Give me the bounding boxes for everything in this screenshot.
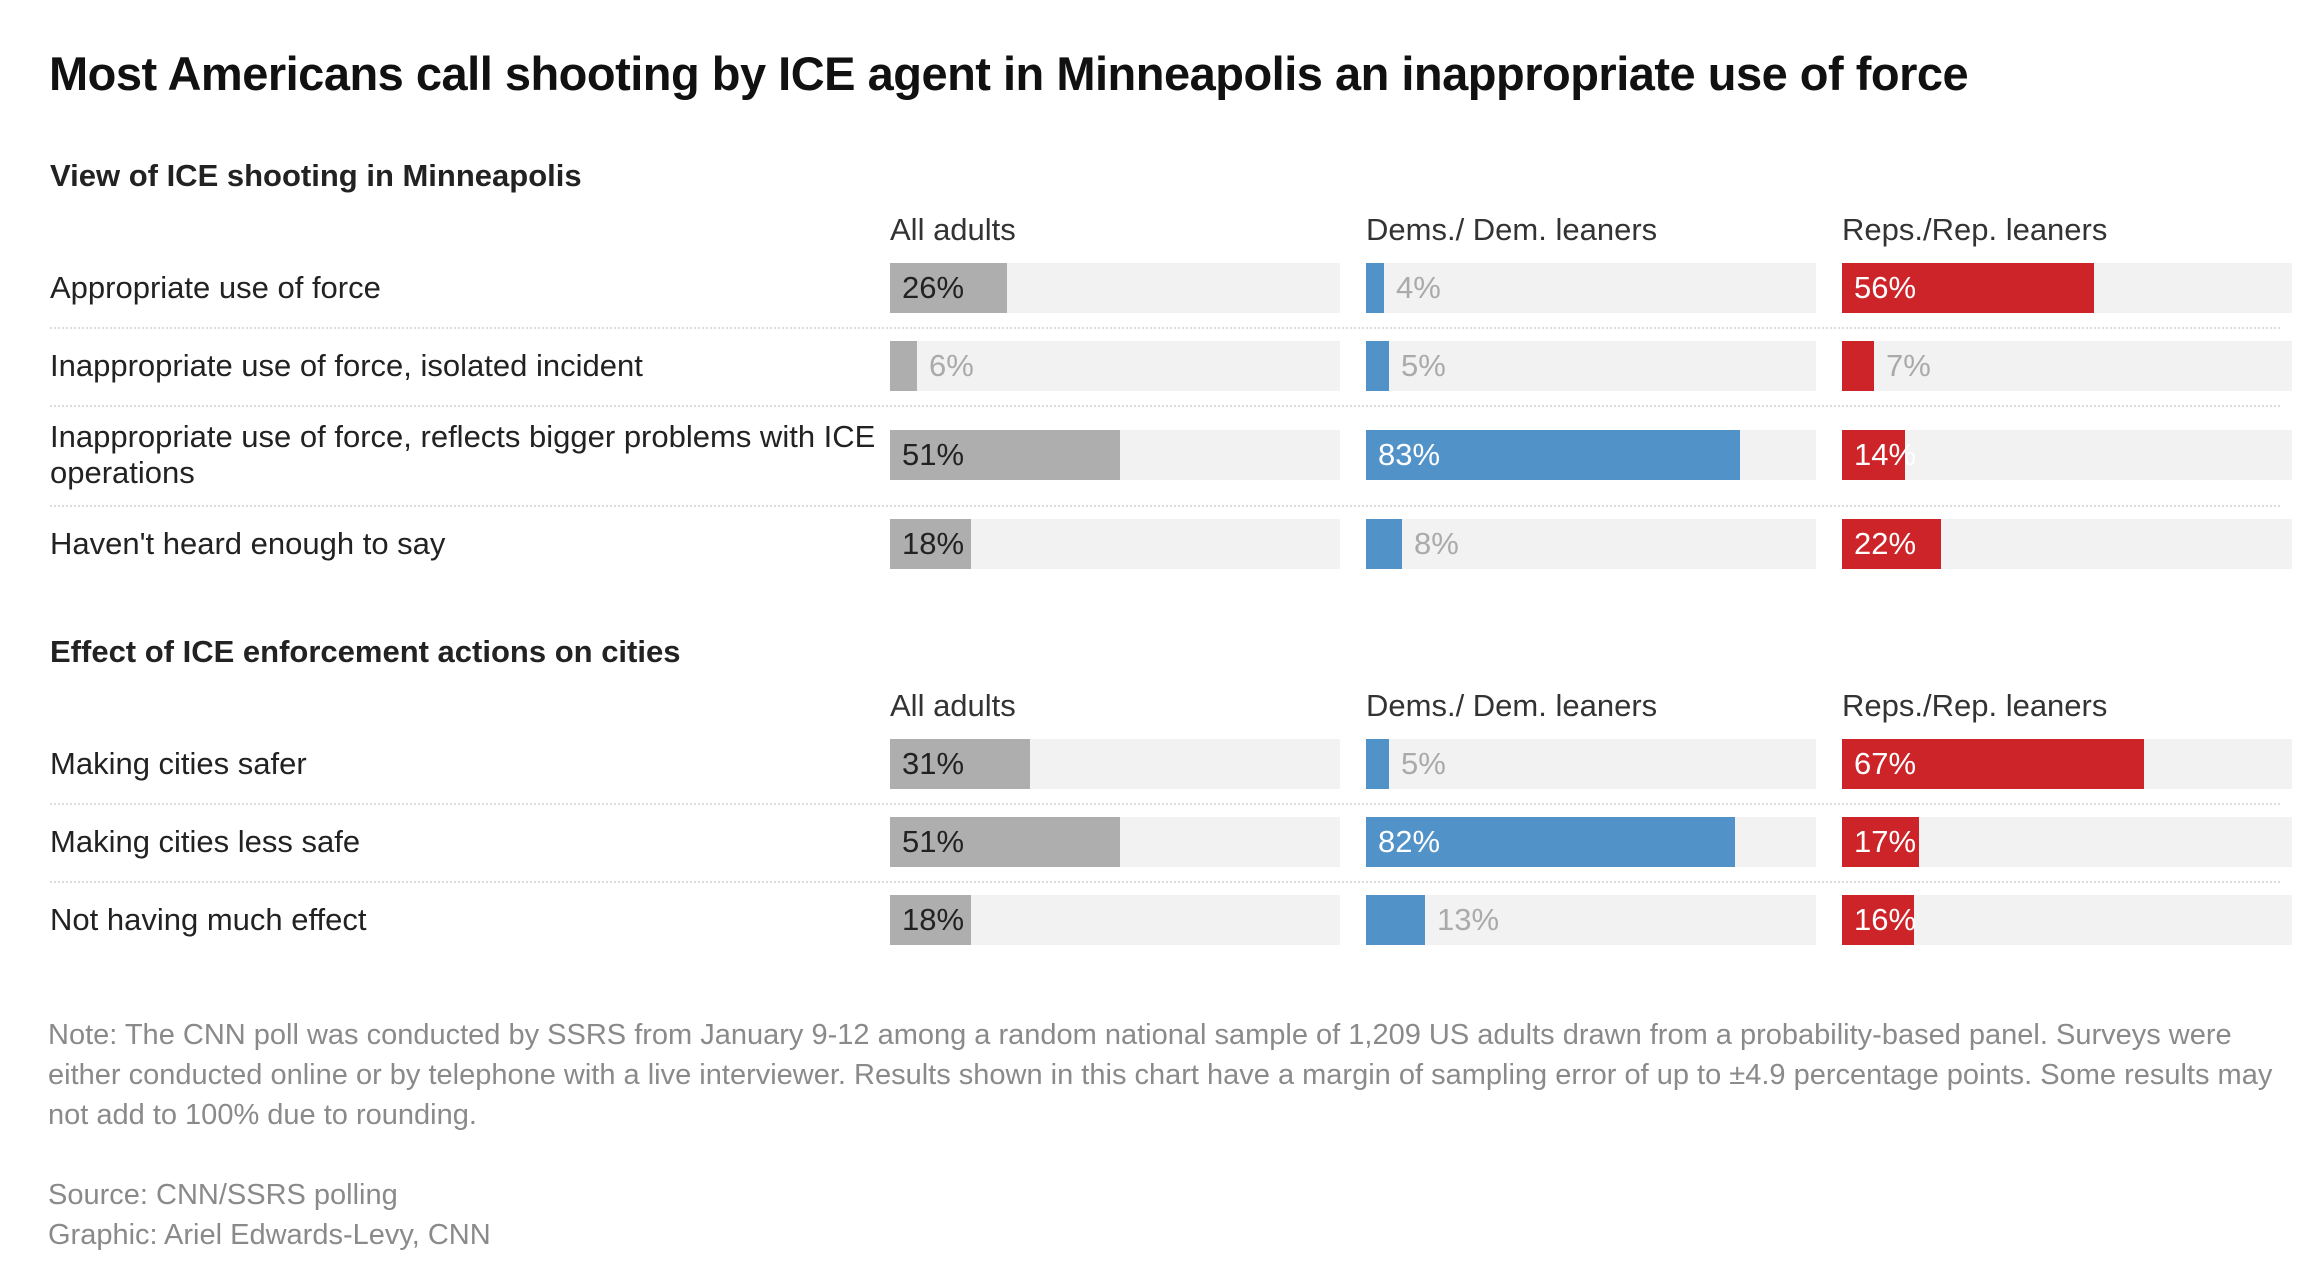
bar-track: 56% <box>1842 263 2292 313</box>
chart-note: Note: The CNN poll was conducted by SSRS… <box>48 1019 2273 1131</box>
category-label: Making cities safer <box>50 746 307 781</box>
data-label: 26% <box>902 270 965 305</box>
bar-track: 6% <box>890 341 1340 391</box>
bar-track: 31% <box>890 739 1340 789</box>
data-label: 31% <box>902 746 965 781</box>
data-label: 14% <box>1854 437 1917 472</box>
bar-track: 16% <box>1842 895 2292 945</box>
bar-dem <box>1366 263 1384 313</box>
section-title: View of ICE shooting in Minneapolis <box>50 158 582 193</box>
data-label: 6% <box>929 348 974 383</box>
data-label: 82% <box>1378 824 1441 859</box>
bar-track: 5% <box>1366 739 1816 789</box>
category-label: Appropriate use of force <box>50 270 381 305</box>
category-label: Inappropriate use of force, reflects big… <box>50 419 876 490</box>
bar-track: 13% <box>1366 895 1816 945</box>
bar-all <box>890 263 1007 313</box>
bar-dem <box>1366 430 1740 480</box>
bar-all <box>890 817 1120 867</box>
row-divider <box>50 327 2280 329</box>
bar-track: 14% <box>1842 430 2292 480</box>
bar-rep <box>1842 895 1914 945</box>
data-label: 18% <box>902 902 965 937</box>
column-header-dem: Dems./ Dem. leaners <box>1366 212 1658 247</box>
data-label: 7% <box>1886 348 1931 383</box>
column-header-rep: Reps./Rep. leaners <box>1842 212 2108 247</box>
bar-all <box>890 341 917 391</box>
bar-track: 5% <box>1366 341 1816 391</box>
category-label: Making cities less safe <box>50 824 361 859</box>
bar-dem <box>1366 519 1402 569</box>
row-divider <box>50 505 2280 507</box>
section-title: Effect of ICE enforcement actions on cit… <box>50 634 681 669</box>
bar-dem <box>1366 817 1735 867</box>
row-divider <box>50 405 2280 407</box>
data-label: 22% <box>1854 526 1917 561</box>
bar-dem <box>1366 739 1389 789</box>
data-label: 18% <box>902 526 965 561</box>
data-label: 17% <box>1854 824 1917 859</box>
bar-dem <box>1366 895 1425 945</box>
data-label: 67% <box>1854 746 1917 781</box>
row-divider <box>50 881 2280 883</box>
bar-rep <box>1842 263 2094 313</box>
bar-all <box>890 430 1120 480</box>
bar-track: 18% <box>890 519 1340 569</box>
bar-track: 22% <box>1842 519 2292 569</box>
data-label: 8% <box>1414 526 1459 561</box>
bar-rep <box>1842 341 1874 391</box>
column-header-all: All adults <box>890 212 1016 247</box>
bar-track: 8% <box>1366 519 1816 569</box>
column-header-rep: Reps./Rep. leaners <box>1842 688 2108 723</box>
chart-title: Most Americans call shooting by ICE agen… <box>49 47 1969 100</box>
data-label: 5% <box>1401 348 1446 383</box>
bar-all <box>890 519 971 569</box>
data-label: 83% <box>1378 437 1441 472</box>
category-label: Not having much effect <box>50 902 367 937</box>
bar-rep <box>1842 430 1905 480</box>
chart-source: Source: CNN/SSRS polling <box>48 1179 398 1211</box>
bar-track: 51% <box>890 430 1340 480</box>
bar-track: 67% <box>1842 739 2292 789</box>
row-divider <box>50 803 2280 805</box>
bar-track: 4% <box>1366 263 1816 313</box>
data-label: 56% <box>1854 270 1917 305</box>
data-label: 51% <box>902 437 965 472</box>
data-label: 13% <box>1437 902 1500 937</box>
bar-dem <box>1366 341 1389 391</box>
data-label: 16% <box>1854 902 1917 937</box>
bar-track: 26% <box>890 263 1340 313</box>
column-header-dem: Dems./ Dem. leaners <box>1366 688 1658 723</box>
column-header-all: All adults <box>890 688 1016 723</box>
category-label: Haven't heard enough to say <box>50 526 446 561</box>
bar-all <box>890 895 971 945</box>
data-label: 51% <box>902 824 965 859</box>
bar-track: 18% <box>890 895 1340 945</box>
bar-track: 7% <box>1842 341 2292 391</box>
data-label: 4% <box>1396 270 1441 305</box>
bar-track: 51% <box>890 817 1340 867</box>
bar-track: 83% <box>1366 430 1816 480</box>
bar-track: 17% <box>1842 817 2292 867</box>
bar-track: 82% <box>1366 817 1816 867</box>
data-label: 5% <box>1401 746 1446 781</box>
bar-rep <box>1842 739 2144 789</box>
bar-all <box>890 739 1030 789</box>
bar-rep <box>1842 817 1919 867</box>
bar-rep <box>1842 519 1941 569</box>
chart-credit: Graphic: Ariel Edwards-Levy, CNN <box>48 1219 491 1251</box>
category-label: Inappropriate use of force, isolated inc… <box>50 348 643 383</box>
